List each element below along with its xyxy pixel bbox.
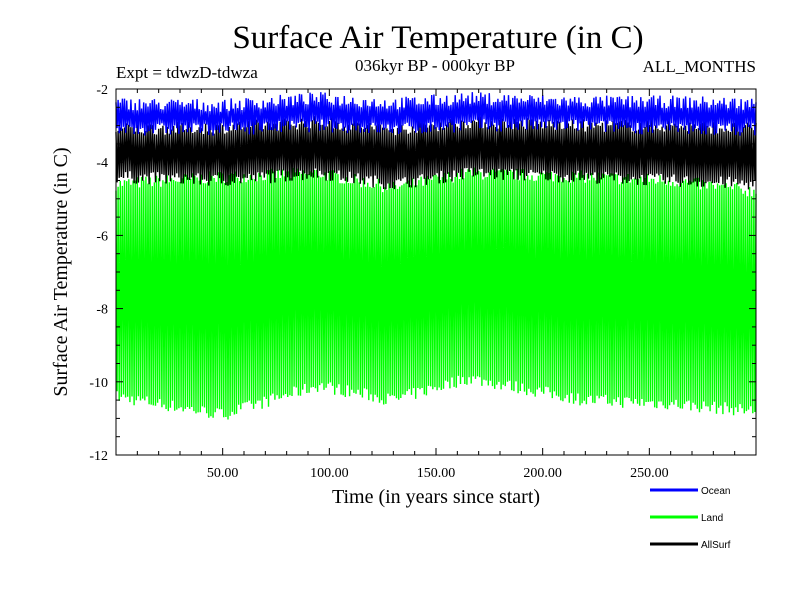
plot-series bbox=[115, 92, 757, 420]
chart-subtitle: 036kyr BP - 000kyr BP bbox=[355, 56, 515, 75]
y-tick-label: -2 bbox=[96, 83, 108, 98]
legend-label-ocean: Ocean bbox=[701, 486, 730, 497]
series-line-ocean bbox=[115, 92, 757, 136]
x-tick-label: 50.00 bbox=[207, 466, 239, 481]
series-line-allsurf bbox=[115, 116, 757, 190]
experiment-label: Expt = tdwzD-tdwza bbox=[116, 63, 258, 82]
x-tick-label: 250.00 bbox=[630, 466, 669, 481]
months-label: ALL_MONTHS bbox=[643, 57, 756, 76]
y-axis: -12 -10 -8 -6 -4 -2 bbox=[89, 83, 756, 464]
y-axis-label: Surface Air Temperature (in C) bbox=[50, 147, 72, 396]
y-tick-label: -12 bbox=[89, 449, 108, 464]
chart-title: Surface Air Temperature (in C) bbox=[232, 20, 643, 56]
x-tick-label: 100.00 bbox=[310, 466, 349, 481]
x-tick-label: 150.00 bbox=[417, 466, 456, 481]
y-tick-label: -10 bbox=[89, 376, 108, 391]
legend-label-allsurf: AllSurf bbox=[701, 540, 731, 551]
x-axis-label: Time (in years since start) bbox=[332, 486, 540, 508]
legend-label-land: Land bbox=[701, 513, 723, 524]
legend: Ocean Land AllSurf bbox=[650, 486, 731, 551]
y-tick-label: -4 bbox=[96, 156, 108, 171]
series-line-land bbox=[115, 167, 757, 420]
x-axis: 50.00 100.00 150.00 200.00 250.00 bbox=[136, 89, 736, 481]
y-tick-label: -8 bbox=[96, 303, 108, 318]
y-tick-label: -6 bbox=[96, 229, 108, 244]
x-tick-label: 200.00 bbox=[523, 466, 562, 481]
